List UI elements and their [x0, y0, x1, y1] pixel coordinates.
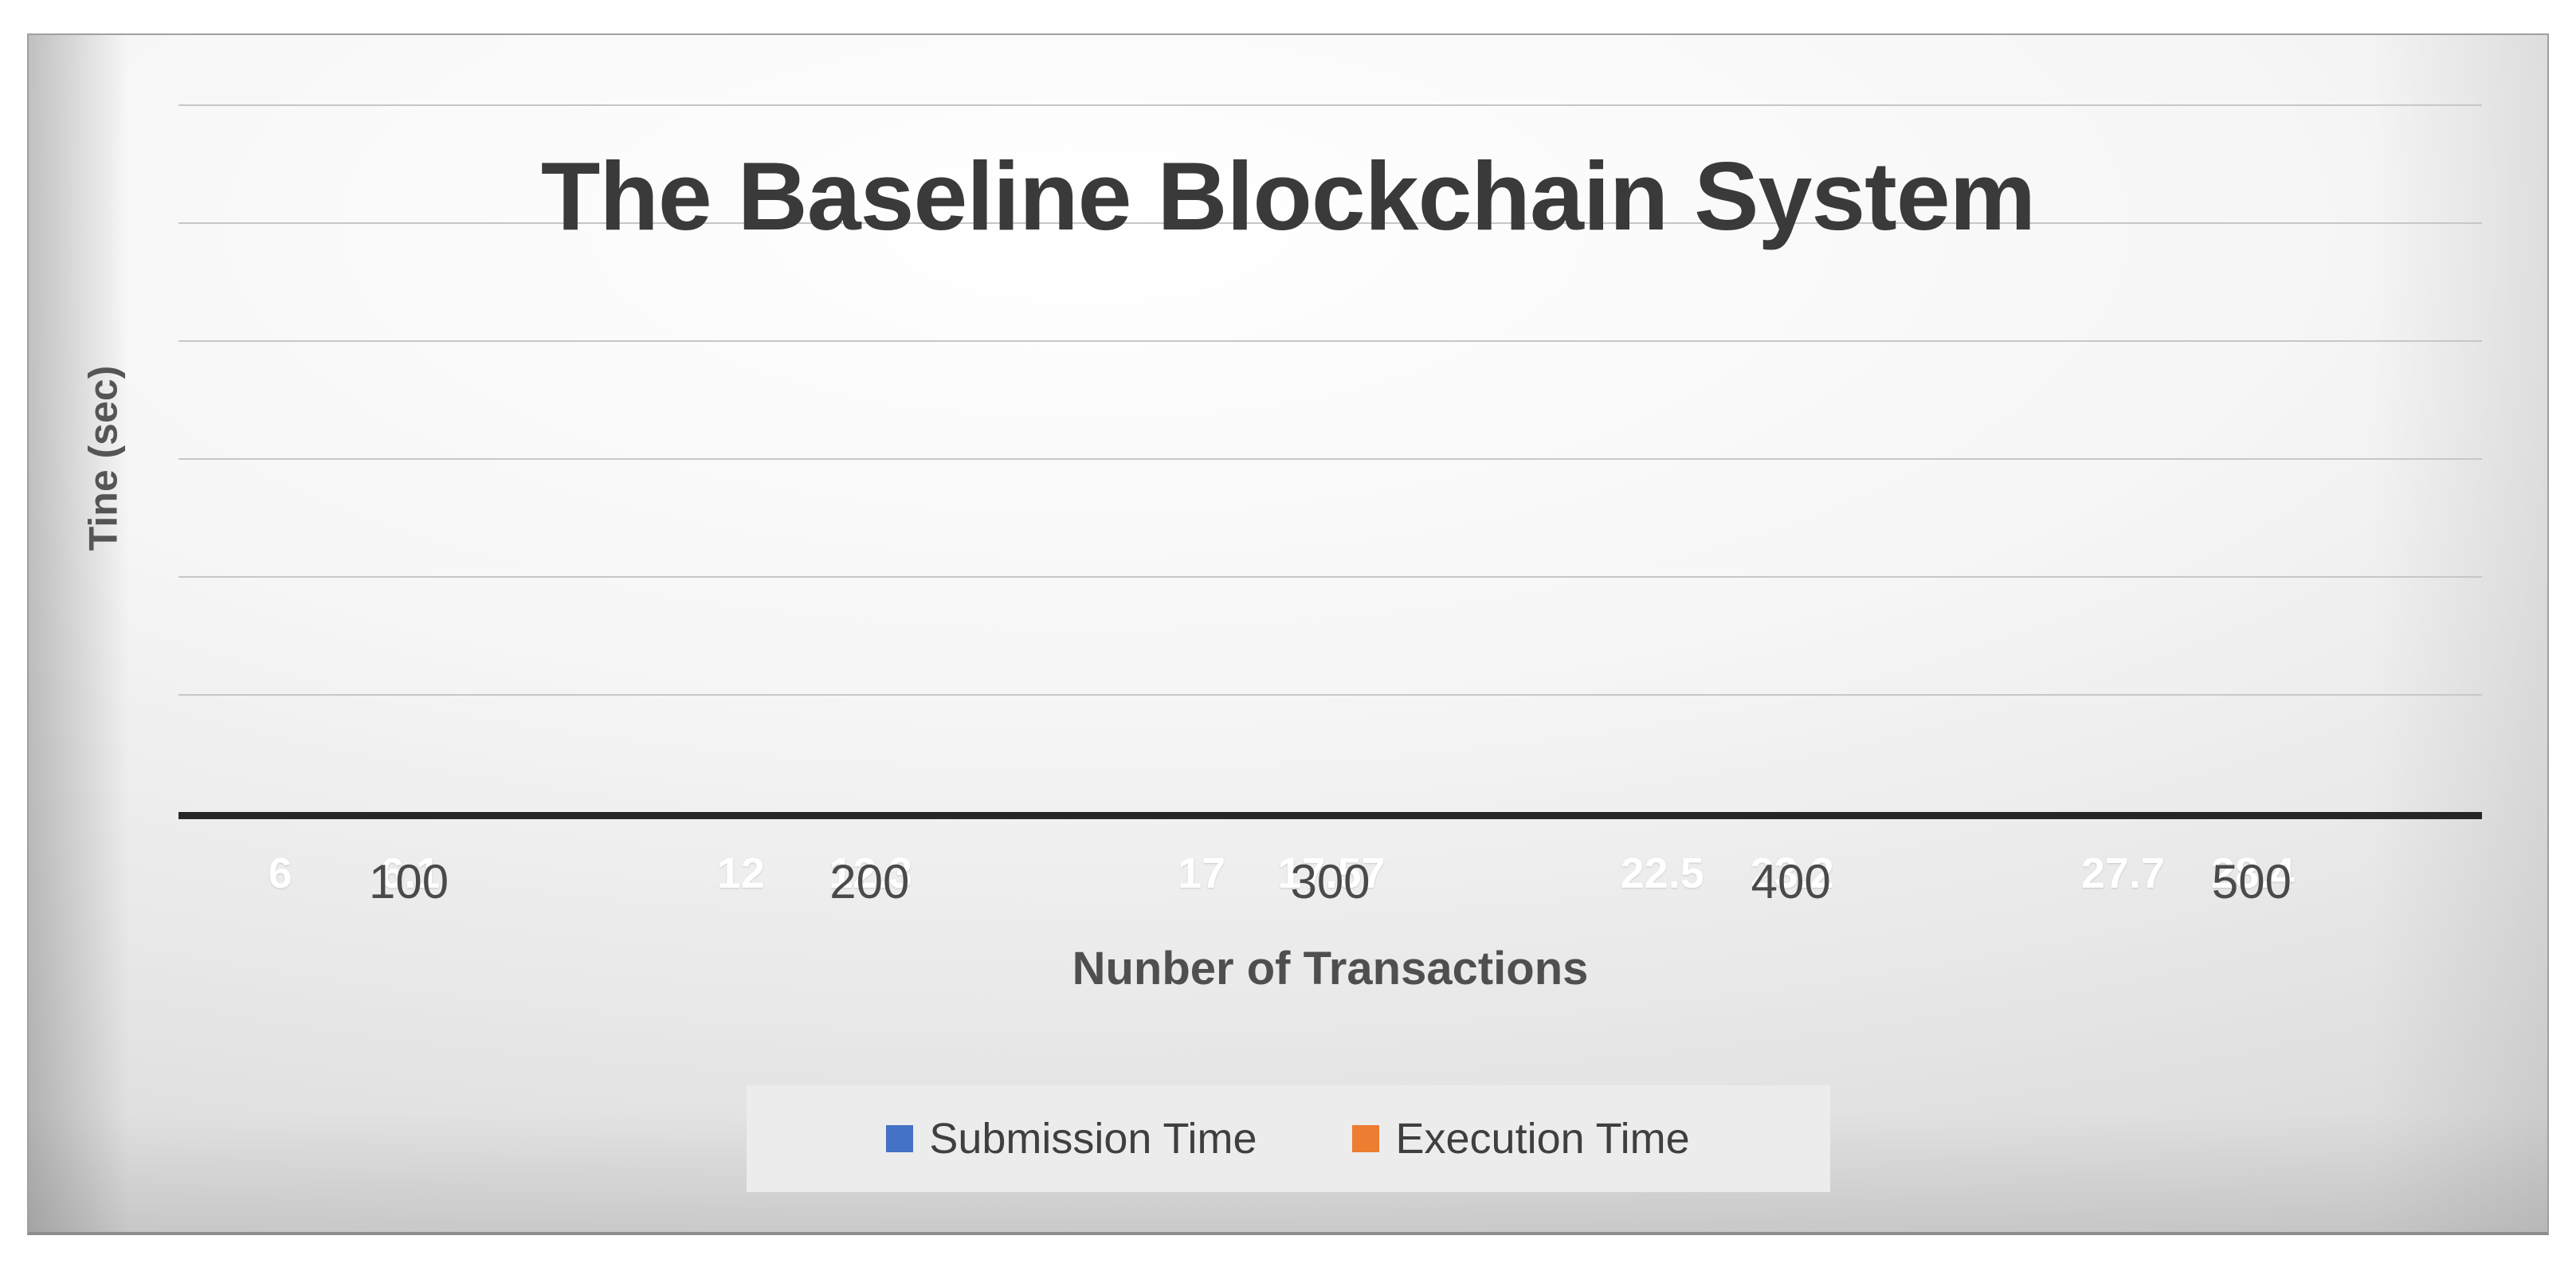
bar-value-label: 28.4 [2210, 849, 2295, 897]
x-axis-title: Nunber of Transactions [1072, 943, 1589, 994]
bar-value-label: 12 [716, 849, 765, 897]
y-axis-title-text: Tine (sec) [80, 365, 125, 551]
bar-value-label: 12.3 [829, 849, 913, 897]
gridline [178, 575, 2482, 578]
x-tick-label: 500 [2211, 855, 2292, 908]
bar-value-label: 23.2 [1750, 849, 1834, 897]
x-tick-label: 400 [1751, 855, 1831, 908]
bar-value-label: 6 [268, 849, 292, 897]
x-tick-label: 200 [829, 855, 910, 908]
bar-value-label: 27.7 [2080, 849, 2165, 897]
chart-canvas: 6 6.1 100 12 12.3 200 17 17.57 300 22.5 23.2 400 27.… [27, 33, 2549, 1235]
legend-label: Submission Time [929, 1115, 1257, 1163]
x-tick-label: 300 [1290, 855, 1370, 908]
legend-swatch-blue-icon [886, 1125, 914, 1152]
bar-value-label: 17 [1177, 849, 1226, 897]
bar-value-label: 6.1 [380, 849, 441, 897]
gridline [178, 694, 2482, 696]
bar-value-label: 22.5 [1620, 849, 1704, 897]
gridline [178, 458, 2482, 460]
legend: Submission Time Execution Time [746, 1085, 1830, 1192]
x-tick-label: 100 [369, 855, 449, 908]
gridline [178, 104, 2482, 106]
chart-title: The Baseline Blockchain System [540, 142, 2036, 250]
gridline [178, 339, 2482, 342]
legend-item-execution-time: Execution Time [1352, 1114, 1690, 1163]
bar-value-label: 17.57 [1277, 849, 1386, 897]
legend-swatch-orange-icon [1352, 1125, 1380, 1152]
legend-item-submission-time: Submission Time [886, 1114, 1257, 1163]
gridline [178, 222, 2482, 224]
plot-area: 6 6.1 100 12 12.3 200 17 17.57 300 22.5 23.2 400 27.… [178, 104, 2482, 908]
legend-label: Execution Time [1395, 1115, 1690, 1163]
